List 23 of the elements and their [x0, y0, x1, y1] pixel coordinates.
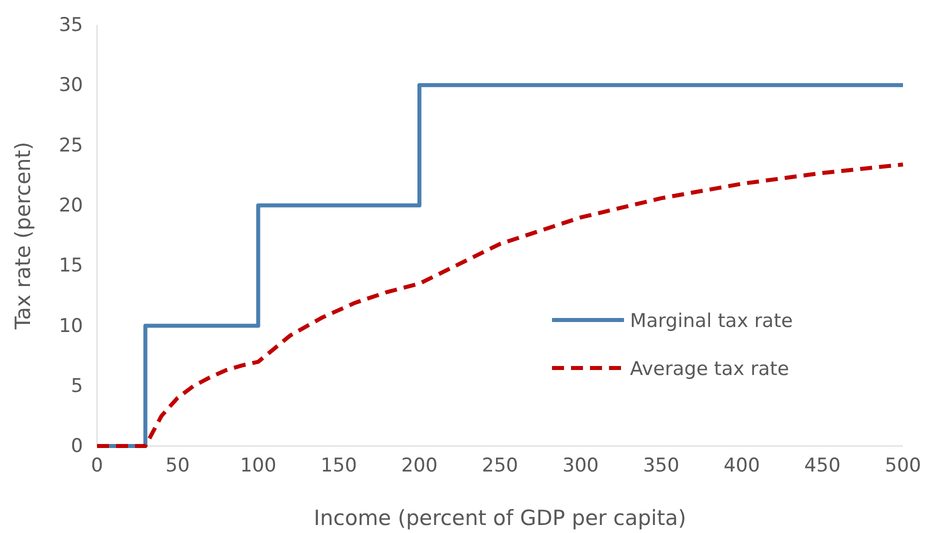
x-tick-label: 450 — [804, 454, 841, 476]
y-tick-label: 15 — [58, 254, 83, 277]
legend-label: Average tax rate — [630, 358, 790, 380]
x-tick-label: 500 — [884, 454, 922, 476]
x-tick-label: 0 — [90, 454, 104, 476]
y-tick-label: 20 — [58, 194, 83, 217]
y-tick-label: 0 — [70, 435, 83, 458]
y-tick-label: 35 — [58, 14, 83, 36]
y-tick-label: 25 — [58, 134, 83, 156]
y-tick-label: 10 — [58, 314, 83, 337]
y-tick-label: 5 — [70, 374, 83, 397]
x-tick-label: 300 — [562, 454, 599, 476]
x-axis-title: Income (percent of GDP per capita) — [314, 506, 686, 530]
x-tick-label: 350 — [643, 454, 680, 476]
x-tick-label: 150 — [320, 454, 357, 476]
x-tick-label: 200 — [401, 454, 438, 476]
y-tick-label: 30 — [58, 74, 83, 96]
y-axis-title: Tax rate (percent) — [11, 142, 35, 330]
x-tick-label: 250 — [482, 454, 518, 476]
legend-label: Marginal tax rate — [630, 310, 793, 332]
x-tick-label: 400 — [724, 454, 760, 476]
x-tick-label: 50 — [166, 454, 190, 476]
x-tick-label: 100 — [240, 454, 276, 476]
